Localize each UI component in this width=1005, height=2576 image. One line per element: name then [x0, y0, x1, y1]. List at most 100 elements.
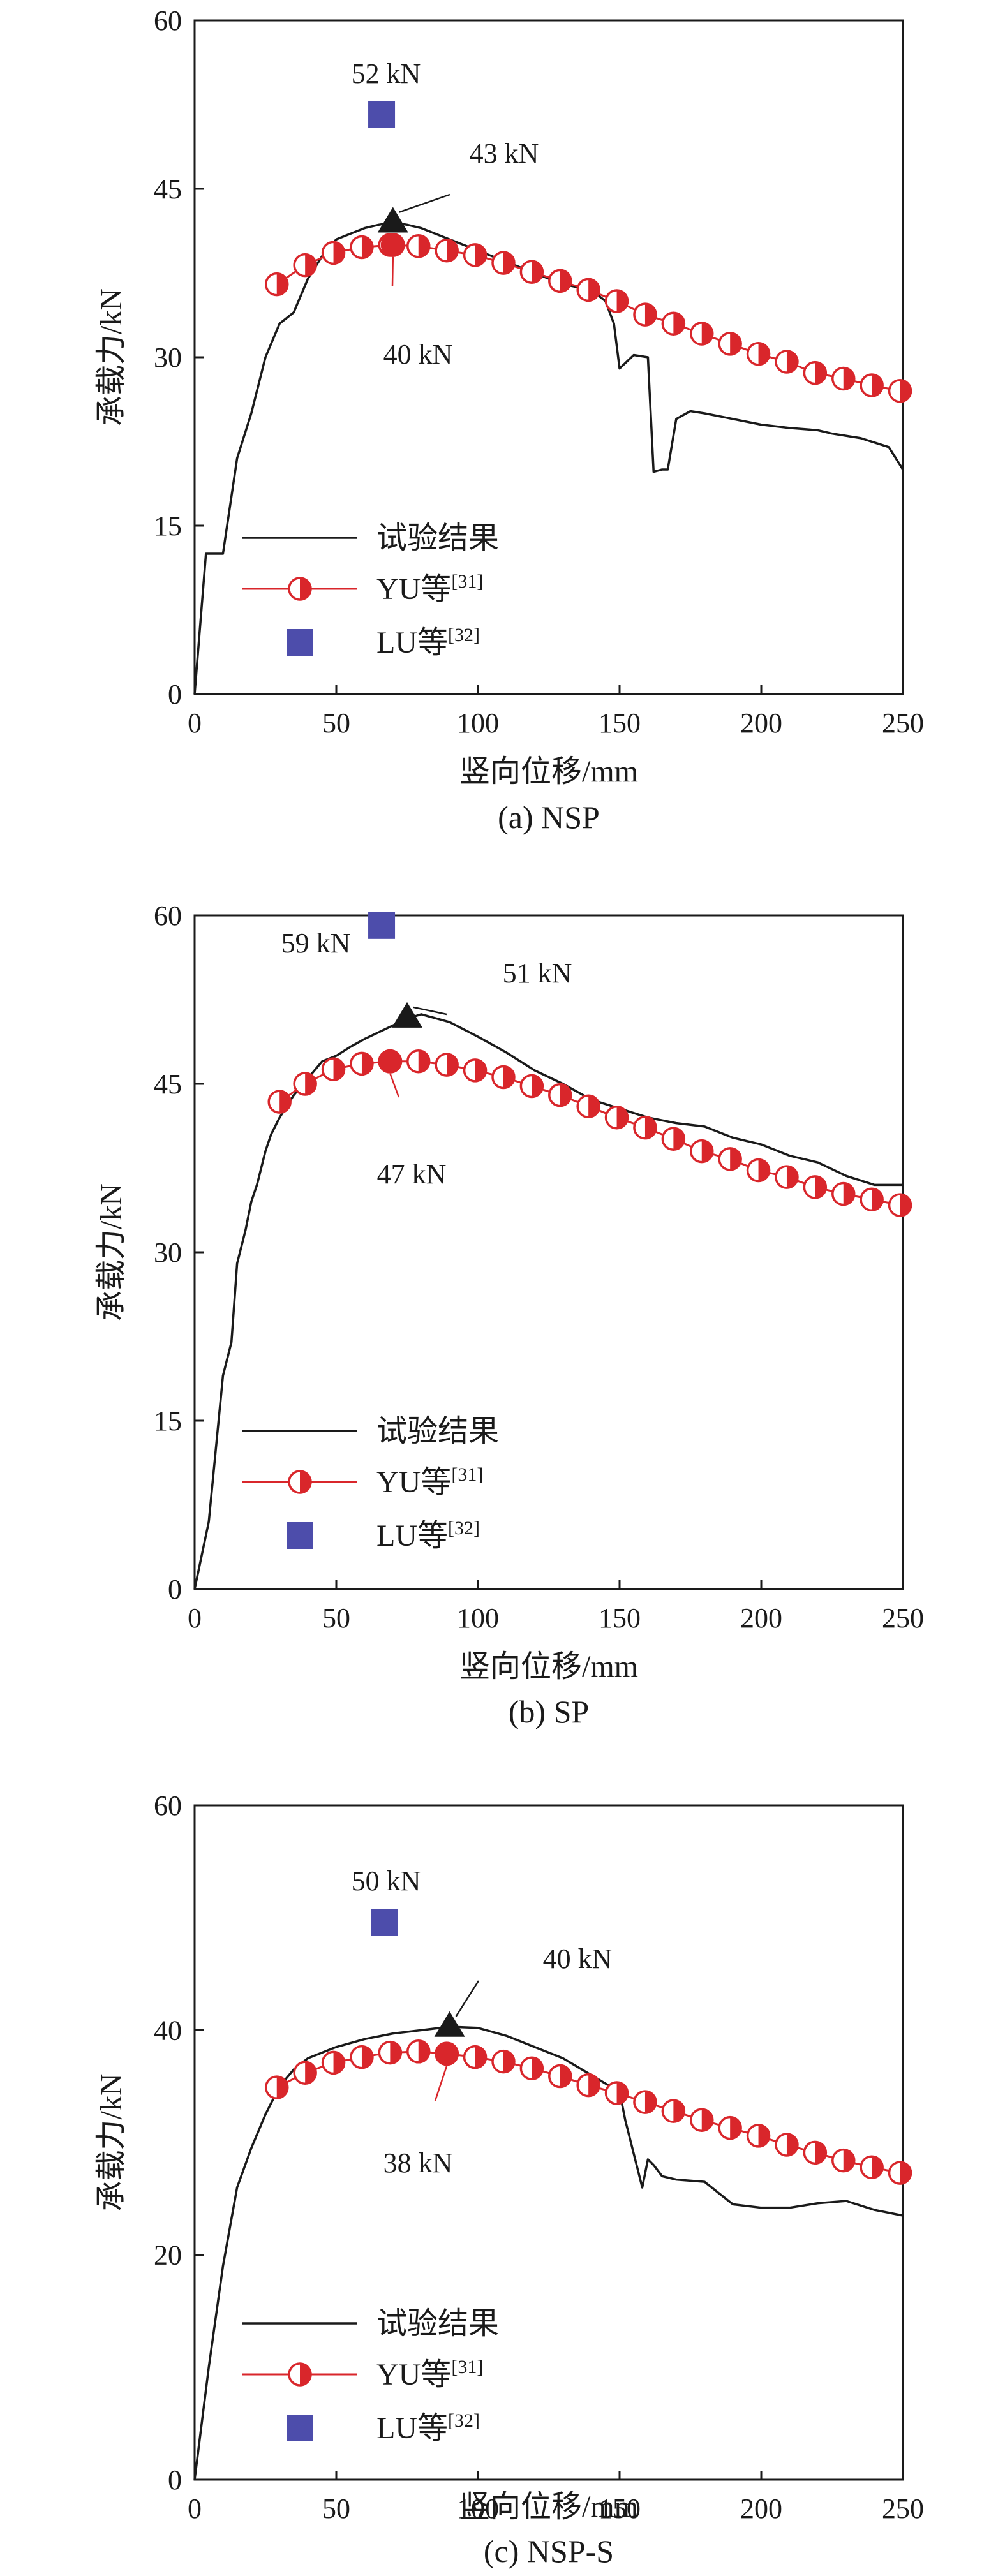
series-line-test-result: [193, 1013, 903, 1590]
series-point-yu: [775, 1165, 799, 1189]
marker-fill: [644, 1116, 656, 1139]
legend-label-lu-name: LU等: [376, 1519, 448, 1553]
legend: 试验结果 YU等[31] LU等[32]: [242, 2307, 499, 2445]
series-point-yu: [860, 2155, 884, 2180]
series-point-yu: [463, 1058, 488, 1083]
series-point-yu: [406, 1049, 431, 1074]
marker-fill: [644, 2091, 656, 2113]
annotation-leader: [399, 193, 450, 213]
marker-fill: [588, 1095, 600, 1118]
series-point-yu: [888, 379, 912, 403]
legend-label-test-result: 试验结果: [376, 2307, 499, 2341]
series-point-yu: [265, 272, 289, 297]
x-tick-label: 50: [322, 1603, 350, 1634]
x-axis-title: 竖向位移/mm: [459, 1650, 638, 1684]
series-point-yu: [718, 1147, 742, 1171]
series-point-lu: [368, 101, 396, 128]
series-point-yu: [690, 2108, 714, 2133]
marker-fill: [701, 323, 713, 345]
series-point-yu: [860, 373, 884, 397]
series-point-yu: [293, 253, 317, 278]
legend-label-yu-name: YU等: [376, 2358, 451, 2392]
y-tick-label: 60: [154, 1790, 182, 1821]
legend-label-lu-ref: [32]: [448, 2410, 480, 2431]
marker-fill: [786, 1166, 798, 1188]
series-point-yu: [548, 269, 572, 293]
x-tick-label: 0: [188, 1603, 202, 1634]
y-tick-label: 30: [154, 1237, 182, 1268]
annotation-label: 47 kN: [377, 1158, 447, 1190]
marker-fill: [560, 270, 571, 292]
marker-fill: [673, 1128, 685, 1150]
series-point-yu: [633, 302, 657, 327]
series-point-yu: [718, 332, 742, 356]
marker-fill: [616, 290, 628, 312]
annotation-label: 50 kN: [352, 1865, 421, 1897]
series-point-yu: [690, 1139, 714, 1164]
marker-fill: [588, 2074, 600, 2096]
series-point-yu: [661, 1127, 686, 1151]
x-tick-label: 250: [882, 1603, 924, 1634]
annotation-leader: [413, 1006, 447, 1016]
marker-fill: [300, 2364, 311, 2385]
series-point-lu: [368, 912, 396, 939]
marker-fill: [532, 261, 543, 283]
series-point-yu: [831, 2148, 856, 2173]
annotation-label: 40 kN: [543, 1943, 613, 1974]
plot-frame: [193, 1804, 904, 2481]
marker-fill: [305, 2062, 316, 2084]
marker-fill: [673, 2100, 685, 2122]
marker-fill: [758, 1159, 770, 1181]
series-point-yu: [604, 2081, 629, 2105]
legend-label-yu-name: YU等: [376, 1465, 451, 1499]
marker-fill: [300, 1471, 311, 1493]
legend: 试验结果 YU等[31] LU等[32]: [242, 1414, 499, 1553]
series-point-yu: [604, 1106, 629, 1130]
marker-fill: [872, 2156, 883, 2179]
marker-fill: [333, 1058, 345, 1081]
marker-fill: [333, 2052, 345, 2074]
marker-fill: [815, 1176, 826, 1198]
marker-fill: [418, 1050, 429, 1072]
x-tick-label: 250: [882, 707, 924, 739]
x-tick-label: 150: [599, 1603, 641, 1634]
marker-fill: [701, 2109, 713, 2131]
series-point-yu: [746, 1158, 771, 1183]
legend-label-lu-name: LU等: [376, 626, 448, 660]
y-tick-label: 60: [154, 5, 182, 36]
y-tick-label: 45: [154, 174, 182, 205]
chart-panel-2: 0 50 100 150 200 250 0 15 30 45 60 竖向位移/mm 承载力/kN (b)…: [94, 900, 924, 1729]
y-tick-label: 60: [154, 900, 182, 931]
legend-swatch-yu-marker: [288, 1470, 312, 1494]
series-point-yu: [293, 1072, 317, 1096]
series-point-yu: [350, 2045, 374, 2069]
legend-label-yu-ref: [31]: [451, 1464, 483, 1485]
legend-swatch-lu: [287, 1522, 313, 1549]
series-point-yu: [888, 2161, 912, 2185]
x-axis-title: 竖向位移/mm: [459, 2490, 638, 2524]
annotation-leader: [391, 256, 394, 286]
series-point-yu: [519, 2056, 544, 2080]
marker-fill: [503, 1066, 514, 1088]
marker-fill: [815, 362, 826, 384]
legend-label-yu: YU等[31]: [376, 571, 483, 606]
x-axis-title: 竖向位移/mm: [459, 755, 638, 788]
legend-label-test-result: 试验结果: [376, 521, 499, 555]
x-tick-label: 100: [457, 707, 499, 739]
chart-panel-1: 0 50 100 150 200 250 0 15 30 45 60 竖向位移/mm 承载力/kN (a)…: [94, 5, 924, 835]
series-point-yu: [803, 1175, 828, 1199]
series-point-yu: [661, 2099, 686, 2123]
series-point-yu: [746, 341, 771, 366]
marker-fill: [673, 313, 685, 335]
series-point-yu: [633, 1115, 657, 1140]
x-tick-label: 0: [188, 707, 202, 739]
marker-fill: [872, 374, 883, 396]
series-line-test-result: [193, 221, 904, 695]
series-point-yu: [293, 2061, 317, 2085]
x-tick-label: 150: [599, 2493, 641, 2524]
series-point-yu: [491, 251, 516, 275]
marker-fill: [447, 239, 458, 262]
series-point-yu: [435, 239, 459, 263]
marker-fill: [532, 2057, 543, 2080]
